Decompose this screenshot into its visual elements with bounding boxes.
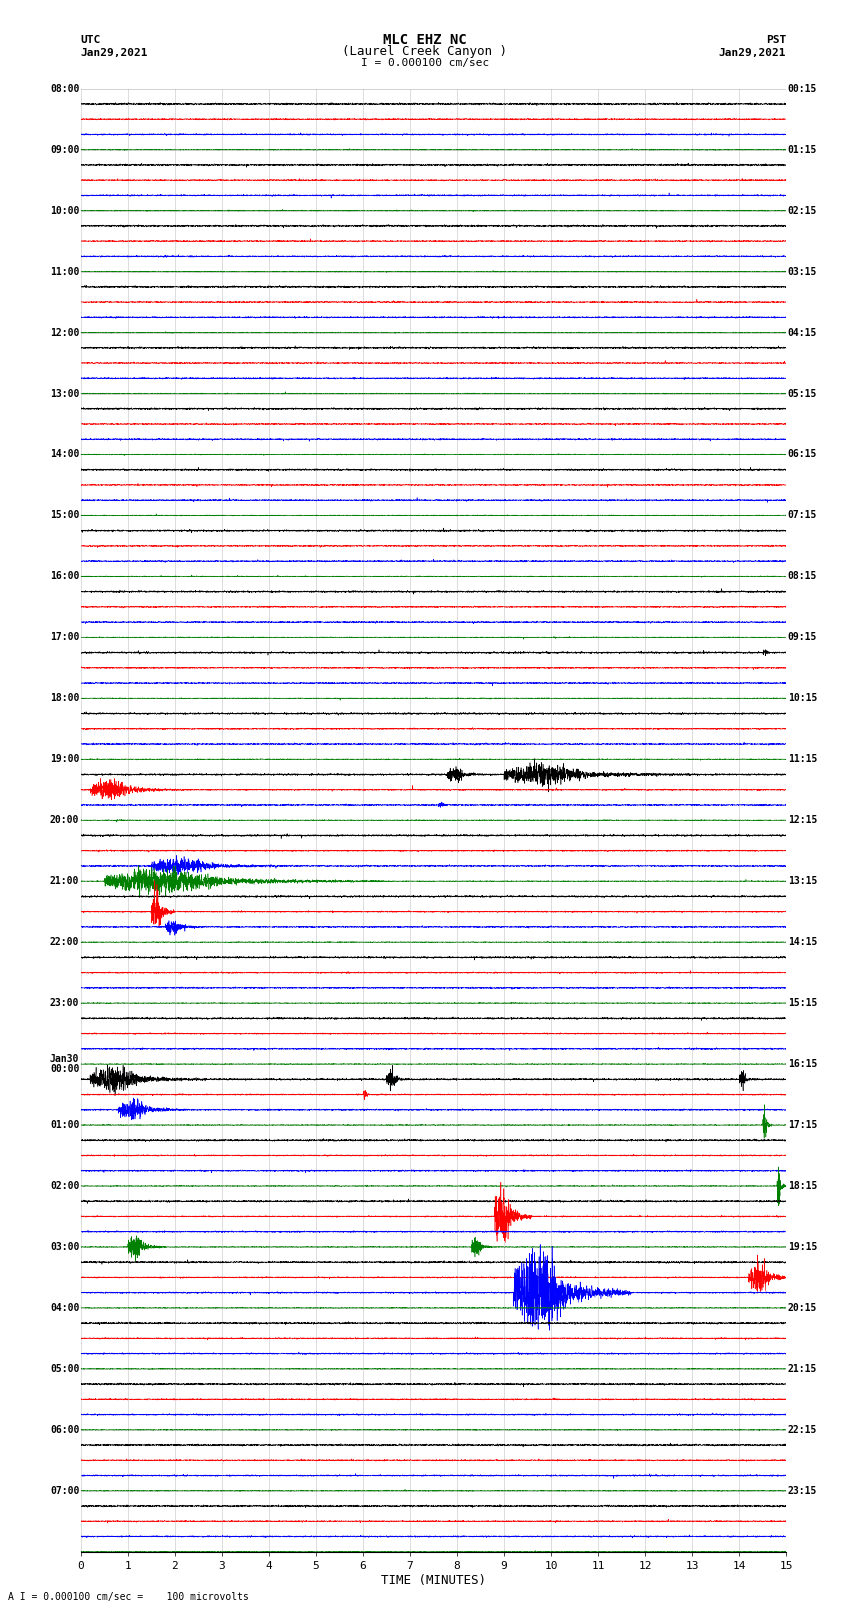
Text: 17:00: 17:00: [50, 632, 79, 642]
Text: 01:15: 01:15: [788, 145, 817, 155]
X-axis label: TIME (MINUTES): TIME (MINUTES): [381, 1574, 486, 1587]
Text: 01:00: 01:00: [50, 1119, 79, 1131]
Text: 16:15: 16:15: [788, 1060, 817, 1069]
Text: 22:00: 22:00: [50, 937, 79, 947]
Text: 17:15: 17:15: [788, 1119, 817, 1131]
Text: 07:15: 07:15: [788, 510, 817, 521]
Text: 12:15: 12:15: [788, 815, 817, 826]
Text: 19:15: 19:15: [788, 1242, 817, 1252]
Text: A I = 0.000100 cm/sec =    100 microvolts: A I = 0.000100 cm/sec = 100 microvolts: [8, 1592, 249, 1602]
Text: 03:00: 03:00: [50, 1242, 79, 1252]
Text: 15:15: 15:15: [788, 998, 817, 1008]
Text: 02:15: 02:15: [788, 205, 817, 216]
Text: 03:15: 03:15: [788, 266, 817, 276]
Text: 23:00: 23:00: [50, 998, 79, 1008]
Text: 12:00: 12:00: [50, 327, 79, 337]
Text: 02:00: 02:00: [50, 1181, 79, 1190]
Text: 13:00: 13:00: [50, 389, 79, 398]
Text: 09:15: 09:15: [788, 632, 817, 642]
Text: 08:00: 08:00: [50, 84, 79, 94]
Text: Jan30: Jan30: [50, 1053, 79, 1065]
Text: 21:00: 21:00: [50, 876, 79, 886]
Text: Jan29,2021: Jan29,2021: [81, 48, 148, 58]
Text: 04:00: 04:00: [50, 1303, 79, 1313]
Text: 10:15: 10:15: [788, 694, 817, 703]
Text: 05:00: 05:00: [50, 1365, 79, 1374]
Text: 23:15: 23:15: [788, 1486, 817, 1495]
Text: 07:00: 07:00: [50, 1486, 79, 1495]
Text: MLC EHZ NC: MLC EHZ NC: [383, 34, 467, 47]
Text: UTC: UTC: [81, 35, 101, 45]
Text: 21:15: 21:15: [788, 1365, 817, 1374]
Text: 14:15: 14:15: [788, 937, 817, 947]
Text: (Laurel Creek Canyon ): (Laurel Creek Canyon ): [343, 45, 507, 58]
Text: Jan29,2021: Jan29,2021: [719, 48, 786, 58]
Text: 18:15: 18:15: [788, 1181, 817, 1190]
Text: 00:00: 00:00: [50, 1065, 79, 1074]
Text: 15:00: 15:00: [50, 510, 79, 521]
Text: 14:00: 14:00: [50, 450, 79, 460]
Text: 06:00: 06:00: [50, 1424, 79, 1436]
Text: PST: PST: [766, 35, 786, 45]
Text: 19:00: 19:00: [50, 755, 79, 765]
Text: 16:00: 16:00: [50, 571, 79, 581]
Text: 20:15: 20:15: [788, 1303, 817, 1313]
Text: I = 0.000100 cm/sec: I = 0.000100 cm/sec: [361, 58, 489, 68]
Text: 06:15: 06:15: [788, 450, 817, 460]
Text: 05:15: 05:15: [788, 389, 817, 398]
Text: 09:00: 09:00: [50, 145, 79, 155]
Text: 10:00: 10:00: [50, 205, 79, 216]
Text: 13:15: 13:15: [788, 876, 817, 886]
Text: 22:15: 22:15: [788, 1424, 817, 1436]
Text: 08:15: 08:15: [788, 571, 817, 581]
Text: 11:00: 11:00: [50, 266, 79, 276]
Text: 18:00: 18:00: [50, 694, 79, 703]
Text: 11:15: 11:15: [788, 755, 817, 765]
Text: 04:15: 04:15: [788, 327, 817, 337]
Text: 00:15: 00:15: [788, 84, 817, 94]
Text: 20:00: 20:00: [50, 815, 79, 826]
